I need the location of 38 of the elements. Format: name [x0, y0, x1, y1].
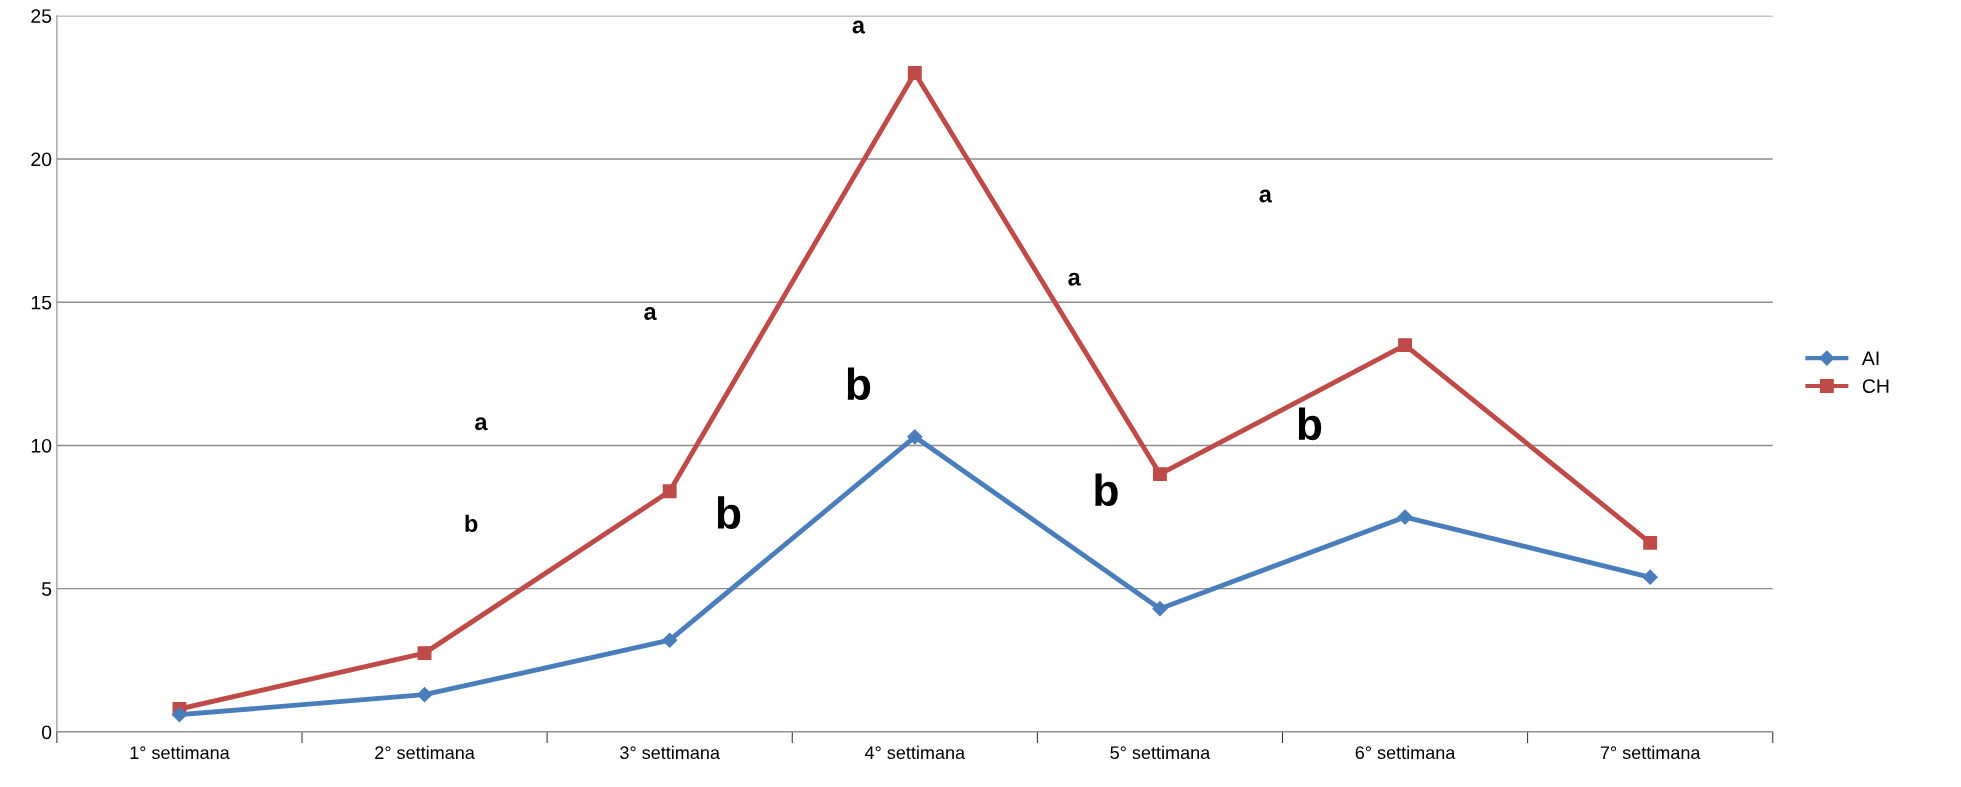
legend-label: CH [1862, 379, 1889, 393]
point [416, 687, 433, 703]
point [1642, 569, 1658, 585]
y-tick-label: 10 [31, 438, 52, 453]
y-tick-label: 0 [41, 725, 52, 740]
point [171, 707, 188, 723]
x-tick-label: 4° settimana [864, 745, 966, 760]
x-tick-label: 3° settimana [620, 745, 720, 760]
annotation: a [644, 307, 657, 320]
annotation: b [847, 367, 871, 401]
point [1152, 467, 1167, 482]
x-tick-label: 6° settimana [1355, 745, 1456, 760]
annotation: b [465, 514, 478, 532]
x-tick-label: 5° settimana [1110, 745, 1211, 760]
point [1643, 535, 1658, 550]
x-tick-label: 7° settimana [1600, 745, 1701, 760]
point [662, 484, 677, 499]
y-tick-label: 5 [41, 582, 52, 596]
point [1397, 509, 1413, 525]
annotation: b [1298, 407, 1322, 441]
x-tick-label: 2° settimana [375, 745, 475, 760]
annotation: b [1095, 473, 1118, 507]
point [1398, 338, 1413, 353]
annotation: a [475, 417, 488, 431]
annotation: a [1068, 272, 1081, 286]
point [907, 66, 922, 80]
y-tick-label: 15 [31, 295, 52, 310]
point [1152, 601, 1168, 617]
y-tick-label: 25 [31, 9, 52, 23]
point [417, 646, 432, 661]
annotation: a [852, 20, 866, 34]
annotation: a [1259, 189, 1273, 203]
point [662, 632, 678, 648]
legend-label: AI [1861, 351, 1879, 365]
annotation: b [717, 496, 741, 529]
x-tick-label: 1° settimana [130, 745, 230, 760]
y-tick-label: 20 [31, 152, 52, 167]
point [907, 429, 923, 445]
